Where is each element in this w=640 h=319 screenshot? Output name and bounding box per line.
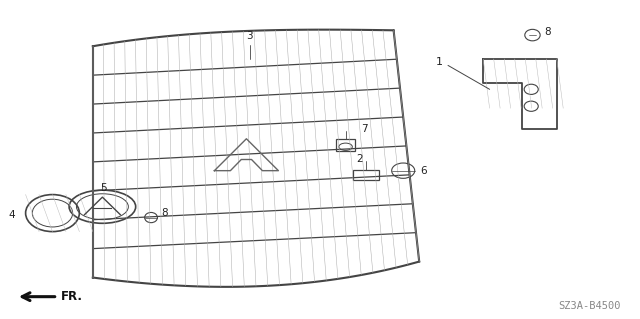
Text: SZ3A-B4500: SZ3A-B4500 (558, 301, 621, 311)
Text: 8: 8 (544, 27, 550, 37)
Bar (353, 170, 379, 180)
Bar (336, 139, 355, 151)
Text: 4: 4 (9, 210, 15, 220)
Text: 1: 1 (436, 57, 443, 67)
Text: FR.: FR. (61, 290, 83, 303)
Text: 7: 7 (362, 124, 368, 134)
Text: 6: 6 (420, 166, 426, 176)
Text: 5: 5 (100, 183, 107, 193)
Text: 8: 8 (161, 208, 168, 218)
Text: 2: 2 (356, 154, 363, 164)
Text: 3: 3 (246, 31, 253, 41)
